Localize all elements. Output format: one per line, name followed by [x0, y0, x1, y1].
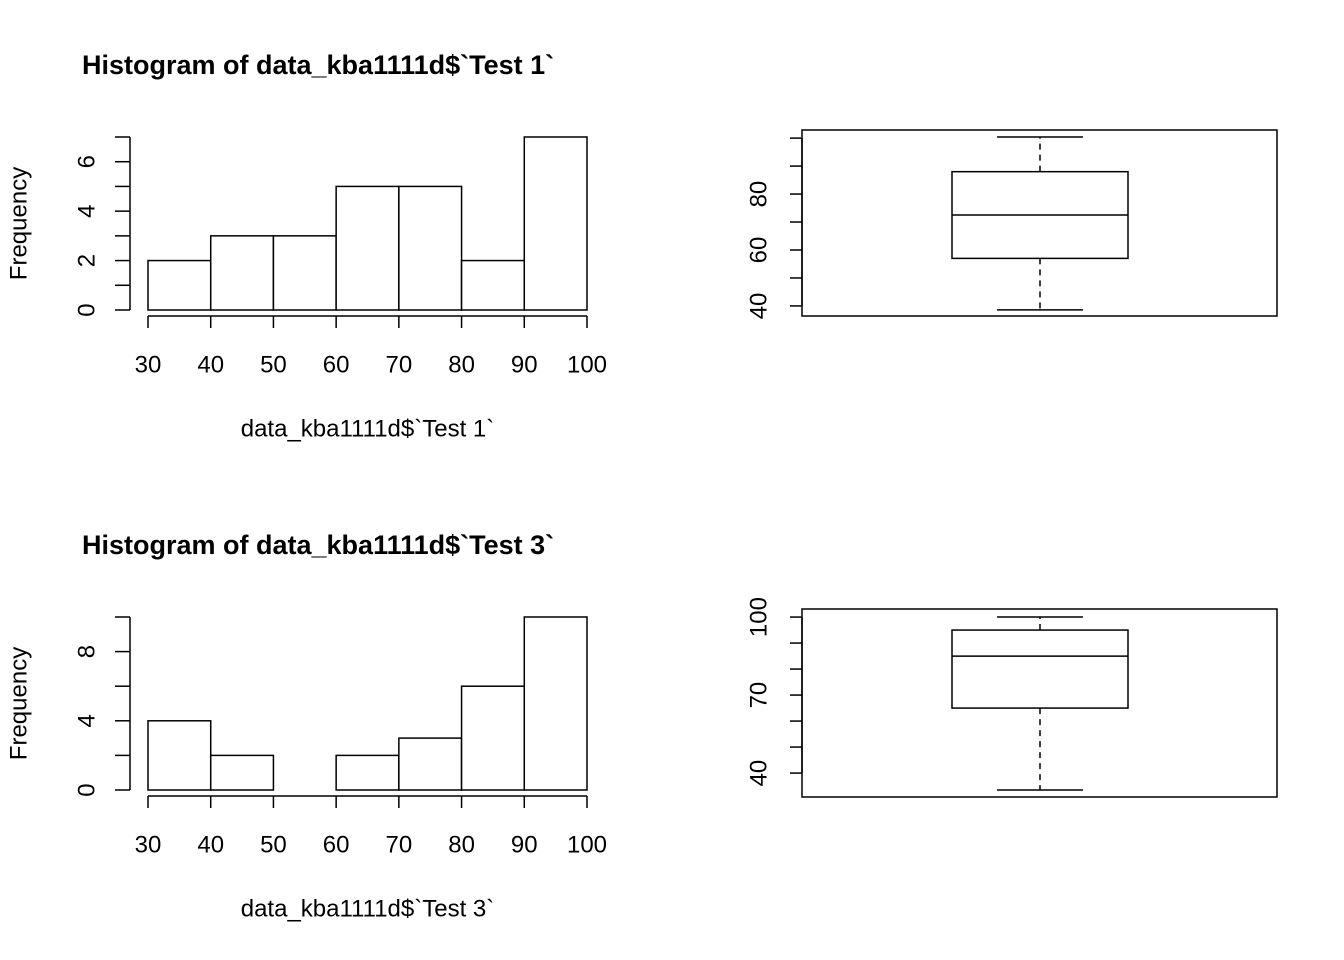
x-axis-label: data_kba1111d$`Test 3`: [241, 895, 495, 922]
bar: [209, 754, 275, 791]
x-tick-label: 30: [135, 351, 162, 378]
y-tick-label: 60: [745, 237, 772, 264]
y-tick-label: 70: [745, 682, 772, 709]
box: [951, 629, 1129, 709]
bar: [398, 737, 463, 791]
y-tick-label: 40: [745, 760, 772, 787]
y-tick-label: 4: [73, 714, 100, 727]
x-tick-label: 80: [448, 831, 475, 858]
bar: [460, 685, 526, 791]
y-tick-label: 0: [73, 303, 100, 316]
chart-title: Histogram of data_kba1111d$`Test 1`: [82, 50, 554, 80]
x-tick-label: 90: [511, 351, 538, 378]
x-tick-label: 70: [386, 351, 413, 378]
y-tick-label: 6: [73, 155, 100, 168]
x-tick-label: 60: [323, 831, 350, 858]
x-tick-label: 100: [567, 831, 607, 858]
y-tick-label: 8: [73, 645, 100, 658]
y-tick-label: 40: [745, 293, 772, 320]
bar: [147, 259, 212, 311]
y-tick-label: 0: [73, 783, 100, 796]
x-tick-label: 50: [260, 351, 287, 378]
x-tick-label: 60: [323, 351, 350, 378]
bar: [523, 136, 588, 311]
y-tick-label: 100: [745, 597, 772, 637]
x-tick-label: 50: [260, 831, 287, 858]
bar: [335, 185, 400, 311]
bar: [272, 235, 337, 311]
x-axis-label: data_kba1111d$`Test 1`: [241, 415, 495, 442]
x-tick-label: 30: [135, 831, 162, 858]
chart-title: Histogram of data_kba1111d$`Test 3`: [82, 530, 554, 560]
y-tick-label: 4: [73, 204, 100, 217]
y-tick-label: 2: [73, 254, 100, 267]
y-axis-label: Frequency: [5, 647, 32, 760]
x-tick-label: 40: [197, 351, 224, 378]
x-tick-label: 80: [448, 351, 475, 378]
x-tick-label: 40: [197, 831, 224, 858]
x-tick-label: 100: [567, 351, 607, 378]
bar: [209, 235, 275, 311]
y-tick-label: 80: [745, 181, 772, 208]
bar: [398, 185, 463, 311]
bar: [523, 616, 588, 791]
x-tick-label: 90: [511, 831, 538, 858]
y-axis-label: Frequency: [5, 167, 32, 280]
bar: [460, 259, 526, 311]
bar: [335, 754, 400, 791]
bar: [147, 720, 212, 791]
x-tick-label: 70: [386, 831, 413, 858]
